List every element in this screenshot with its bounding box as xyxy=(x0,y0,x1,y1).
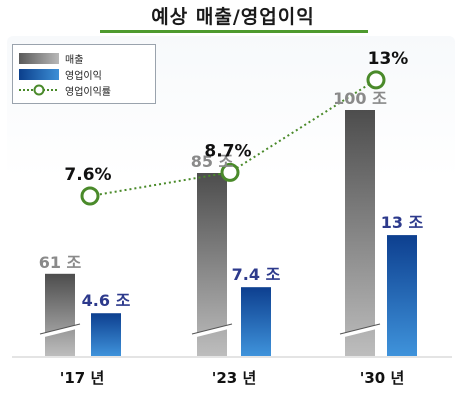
axis-break-1 xyxy=(191,324,233,338)
legend-item-operating-profit: 영업이익 xyxy=(19,67,102,82)
legend-label-operating-margin: 영업이익률 xyxy=(65,86,111,98)
legend-label-operating-profit: 영업이익 xyxy=(65,70,102,82)
legend-swatch-operating-profit xyxy=(19,68,59,80)
label-operating-profit-0: 4.6 조 xyxy=(82,291,131,310)
axis-break-2 xyxy=(339,324,381,338)
label-operating-margin-0: 7.6% xyxy=(64,165,111,185)
bar-operating-profit-0 xyxy=(91,313,121,356)
label-operating-margin-2: 13% xyxy=(368,49,409,69)
axis-break-line-1 xyxy=(191,323,233,335)
label-revenue-1: 85 조 xyxy=(191,152,234,171)
bar-revenue-2 xyxy=(345,110,375,356)
point-operating-margin-1 xyxy=(220,162,240,182)
chart-title: 예상 매출/영업이익 xyxy=(151,6,315,28)
category-label-0: '17 년 xyxy=(60,369,105,387)
category-label-1: '23 년 xyxy=(212,369,257,387)
label-revenue-2: 100 조 xyxy=(333,89,387,108)
label-operating-profit-2: 13 조 xyxy=(381,213,424,232)
label-revenue-0: 61 조 xyxy=(39,253,82,272)
axis-break-line-2 xyxy=(339,323,381,335)
bar-operating-profit-2 xyxy=(387,235,417,356)
point-operating-margin-0 xyxy=(80,186,100,206)
bar-revenue-0 xyxy=(45,273,75,356)
bar-revenue-1 xyxy=(197,173,227,356)
label-operating-profit-1: 7.4 조 xyxy=(232,265,281,284)
category-label-2: '30 년 xyxy=(360,369,405,387)
bar-operating-profit-1 xyxy=(241,287,271,356)
title-underline xyxy=(100,30,368,33)
axis-break-line-0 xyxy=(39,323,81,335)
legend-label-revenue: 매출 xyxy=(65,54,84,66)
legend-item-operating-margin: 영업이익률 xyxy=(19,83,111,98)
legend-swatch-operating-margin xyxy=(19,84,59,96)
label-operating-margin-1: 8.7% xyxy=(204,141,251,161)
point-operating-margin-2 xyxy=(366,70,386,90)
legend-item-revenue: 매출 xyxy=(19,51,84,66)
legend: 매출 영업이익 영업이익률 xyxy=(12,44,156,104)
legend-swatch-revenue xyxy=(19,52,59,64)
axis-break-0 xyxy=(39,324,81,338)
